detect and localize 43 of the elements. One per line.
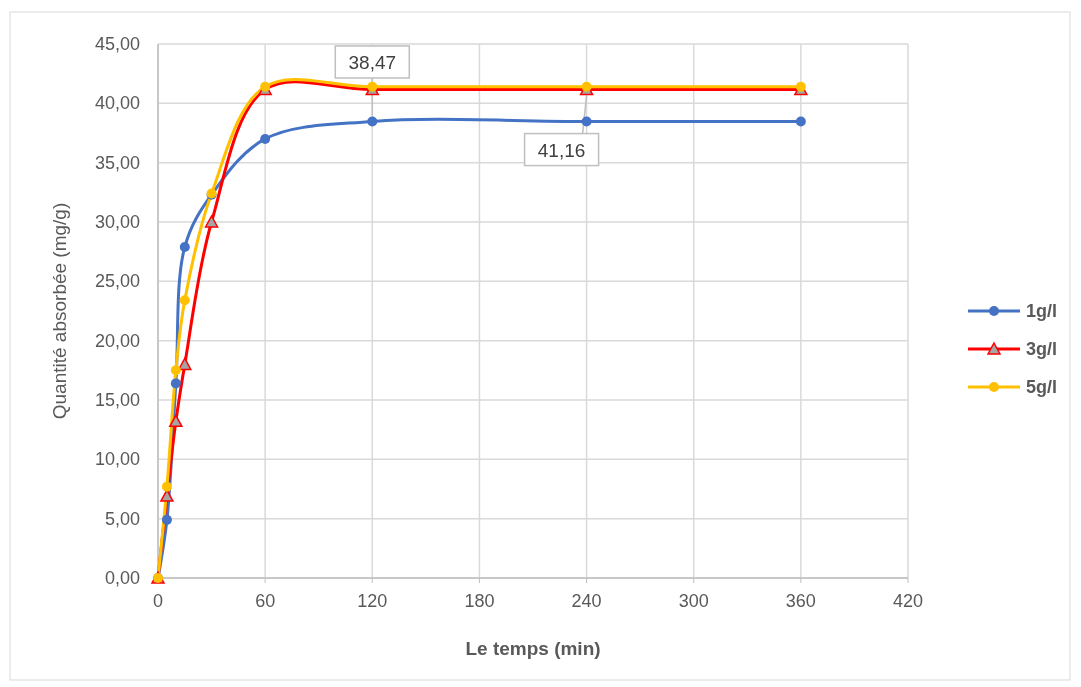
y-tick-label: 40,00 [94, 93, 140, 114]
point [204, 215, 219, 228]
y-tick-label: 15,00 [94, 390, 140, 410]
legend-label: 5g/l [1026, 377, 1058, 397]
y-tick-label: 25,00 [94, 271, 140, 292]
y-axis-title: Quantité absorbée (mg/g) [49, 202, 70, 420]
x-axis-title: Le temps (min) [465, 638, 601, 659]
x-tick-label: 360 [785, 591, 816, 611]
y-tick-label: 35,00 [94, 152, 140, 173]
point [260, 133, 271, 144]
y-tick-label: 45,00 [94, 34, 140, 54]
point [170, 378, 181, 389]
y-tick-label: 30,00 [94, 212, 140, 232]
y-tick-label: 10,00 [94, 449, 140, 470]
point [260, 81, 271, 92]
legend-label: 1g/l [1026, 301, 1058, 321]
x-tick-label: 300 [678, 591, 709, 611]
point [795, 81, 806, 92]
point [179, 295, 190, 306]
point [367, 81, 378, 92]
point [169, 414, 183, 428]
legend-label: 3g/l [1026, 339, 1058, 359]
x-tick-label: 240 [571, 591, 602, 611]
x-tick-label: 0 [152, 591, 164, 611]
point [179, 241, 190, 252]
y-tick-label: 5,00 [104, 508, 140, 529]
x-tick-label: 60 [255, 591, 276, 611]
point [581, 81, 592, 92]
point [161, 481, 172, 492]
point [581, 116, 592, 127]
x-tick-label: 120 [357, 591, 388, 611]
point [160, 489, 174, 502]
x-tick-label: 420 [892, 591, 924, 611]
annotation: 38,47 [348, 52, 397, 73]
x-tick-label: 180 [464, 591, 495, 611]
point [170, 365, 181, 376]
annotation: 41,16 [537, 139, 586, 161]
point [795, 116, 806, 127]
point [161, 514, 172, 525]
y-tick-label: 20,00 [94, 330, 140, 351]
point [367, 116, 378, 127]
point [178, 357, 192, 371]
y-tick-label: 0,00 [104, 568, 140, 588]
